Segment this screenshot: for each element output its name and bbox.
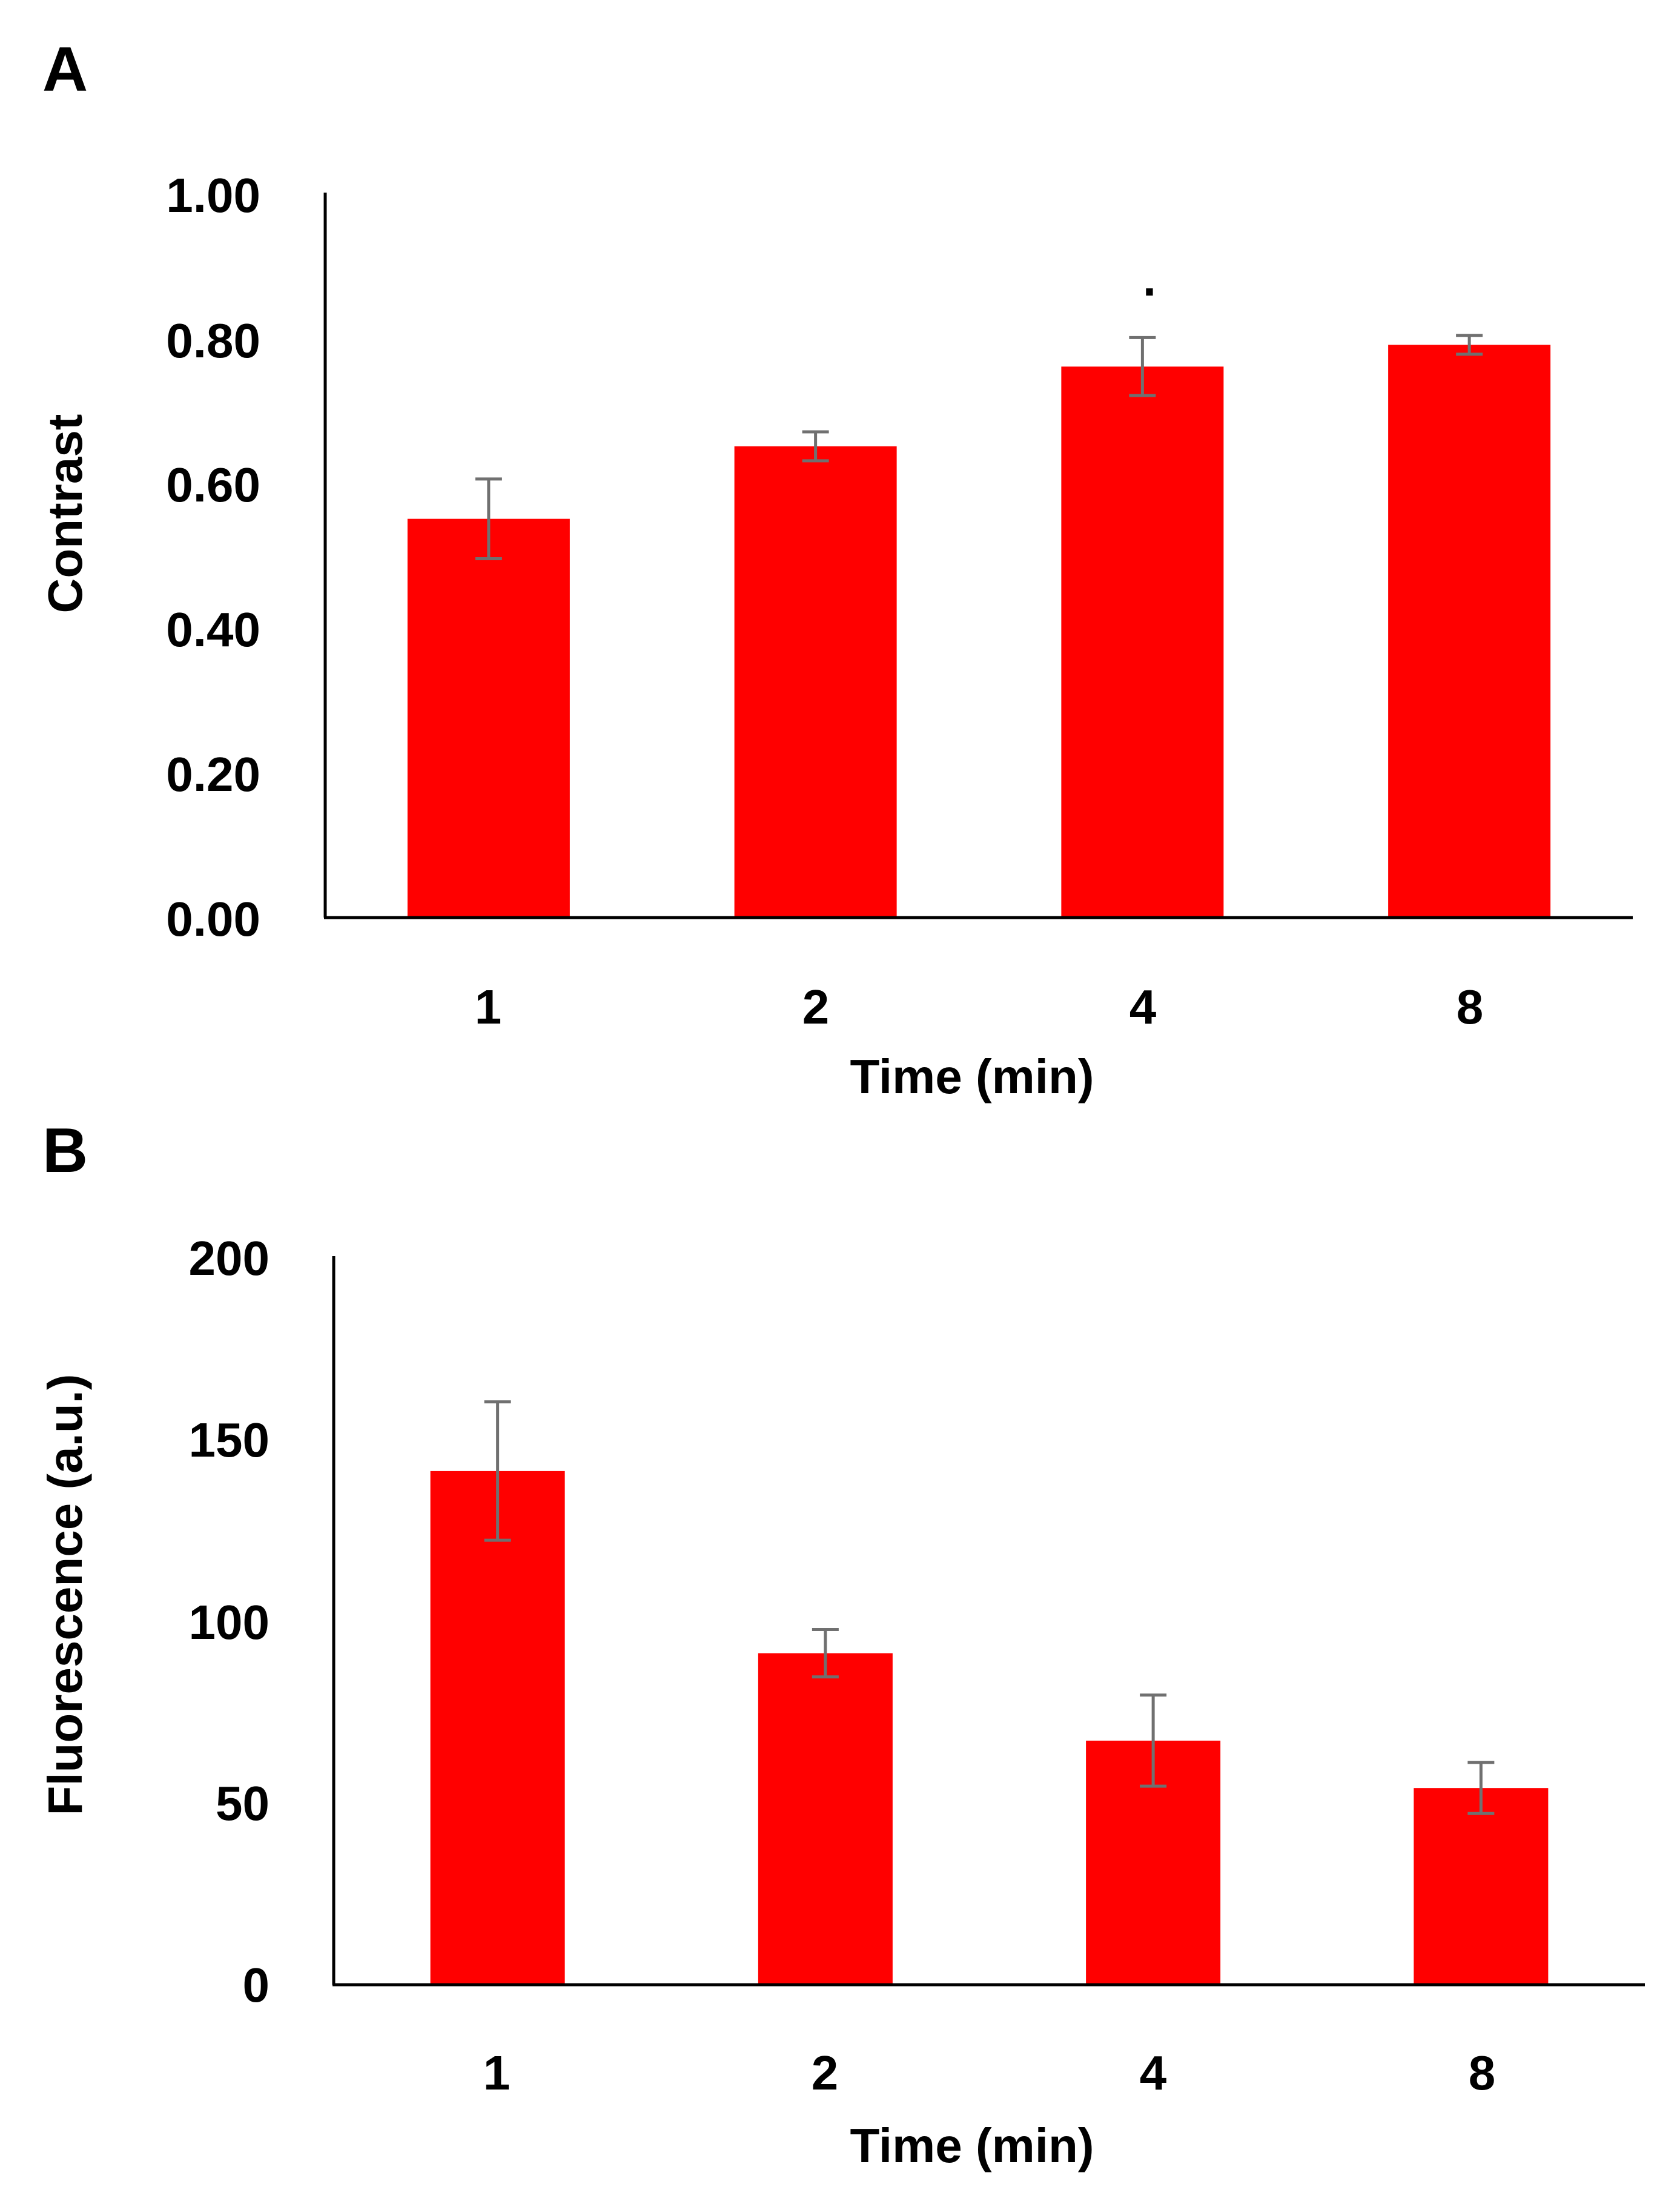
panel-a-xtick-label: 8 <box>1457 980 1484 1034</box>
panel-b-ytick-label: 50 <box>216 1776 270 1830</box>
panel-a-ytick-label: 1.00 <box>166 168 260 222</box>
panel-a-xtick-label: 4 <box>1129 980 1157 1034</box>
panel-a-ytick-label: 0.40 <box>166 603 260 657</box>
panel-a-ytick-label: 0.80 <box>166 314 260 368</box>
panel-b-error-bar <box>1140 1693 1167 1788</box>
panel-b-ytick-label: 200 <box>189 1231 270 1285</box>
panel-a-bar <box>1061 366 1224 918</box>
panel-a-bar <box>407 518 570 918</box>
panel-a-y-axis-title: Contrast <box>38 414 92 614</box>
panel-b-y-axis-title: Fluorescence (a.u.) <box>38 1374 92 1815</box>
panel-a-xtick-label: 1 <box>475 980 502 1034</box>
panel-a-bar <box>1388 345 1551 918</box>
panel-b-error-bar <box>812 1628 839 1679</box>
panel-b-x-axis-title: Time (min) <box>850 2119 1094 2172</box>
panel-b-xtick-label: 2 <box>812 2046 839 2100</box>
panel-b-xtick-label: 8 <box>1469 2046 1496 2100</box>
panel-a-label: A <box>42 35 88 105</box>
panel-a-xtick-label: 2 <box>802 980 830 1034</box>
panel-a-error-bar <box>1129 336 1156 397</box>
panel-a-ytick-label: 0.20 <box>166 747 260 801</box>
panel-a-bar <box>734 446 897 918</box>
panel-b-bar <box>758 1653 893 1985</box>
panel-b-ytick-label: 150 <box>189 1413 270 1467</box>
panel-a-error-bar <box>1456 334 1483 356</box>
panel-b-ytick-label: 0 <box>243 1958 270 2012</box>
panel-a-error-bar <box>802 430 829 463</box>
panel-a-annotation-mark: . <box>1143 252 1156 306</box>
panel-b-error-bar <box>484 1400 511 1542</box>
panel-a-chart: A 0.00 0.20 0.40 0.60 0.80 1.00 Contrast… <box>38 35 1633 1104</box>
panel-a-ytick-label: 0.60 <box>166 458 260 512</box>
panel-a-error-bar <box>475 477 502 560</box>
panel-b-bar <box>430 1471 565 1985</box>
panel-b-ytick-label: 100 <box>189 1595 270 1649</box>
panel-a-ytick-label: 0.00 <box>166 892 260 946</box>
panel-b-xtick-label: 1 <box>483 2046 511 2100</box>
panel-b-bar <box>1414 1788 1549 1985</box>
panel-b-error-bar <box>1467 1761 1495 1815</box>
panel-b-chart: B 0 50 100 150 200 Fluorescence (a.u.) 1… <box>38 1116 1645 2172</box>
panel-a-x-axis-title: Time (min) <box>850 1050 1094 1104</box>
panel-b-label: B <box>42 1116 88 1186</box>
panel-b-xtick-label: 4 <box>1140 2046 1167 2100</box>
